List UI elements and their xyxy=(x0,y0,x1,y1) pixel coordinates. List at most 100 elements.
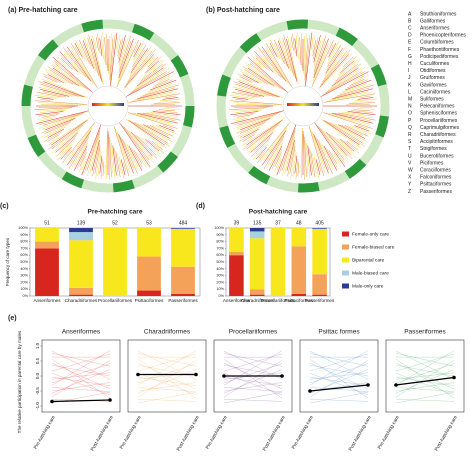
individual-line xyxy=(309,359,369,399)
tree-branch xyxy=(133,149,143,164)
plot-frame xyxy=(213,339,293,413)
tree-branch xyxy=(94,40,97,49)
tree-branch xyxy=(231,110,284,124)
individual-line xyxy=(223,350,283,386)
order-name: Sphenisciformes xyxy=(420,111,457,117)
individual-line xyxy=(395,360,455,398)
tree-branch xyxy=(284,136,295,174)
y-tick-label: 40% xyxy=(20,267,28,271)
tree-branch xyxy=(97,152,102,177)
order-name: Podicipediformes xyxy=(420,54,459,60)
tree-branch xyxy=(118,40,132,75)
tree-branch xyxy=(126,143,139,168)
bar-segment xyxy=(171,228,195,230)
legend-label: Female-biased care xyxy=(352,244,395,250)
tree-branch xyxy=(152,111,181,116)
tree-branch xyxy=(232,97,249,100)
mean-line xyxy=(309,384,369,392)
tree-branch xyxy=(132,44,147,68)
mean-point xyxy=(308,389,312,393)
x-tick-label: Pre-hatching care xyxy=(205,414,229,450)
y-tick-label: 50% xyxy=(216,260,224,264)
tree-branch xyxy=(242,74,259,83)
tree-branch xyxy=(344,79,372,91)
tree-branch xyxy=(232,108,265,112)
tree-branch xyxy=(286,139,295,172)
tree-branch xyxy=(310,151,316,178)
individual-line xyxy=(137,369,197,394)
tree-branch xyxy=(158,109,175,112)
tree-branch xyxy=(254,51,274,73)
tree-branch xyxy=(40,124,69,138)
bar-segment xyxy=(171,229,195,267)
tree-branch xyxy=(324,46,347,77)
tree-branch xyxy=(53,60,91,92)
tree-branch xyxy=(229,95,252,99)
y-tick-label: 0.0 xyxy=(35,372,40,379)
tree-branch xyxy=(88,34,101,80)
tree-branch xyxy=(234,89,265,97)
tree-branch xyxy=(311,34,316,53)
individual-line xyxy=(137,376,197,386)
panel-label: (d) xyxy=(196,203,205,210)
tree-branch xyxy=(240,71,263,84)
tree-branch xyxy=(313,37,319,60)
tree-branch xyxy=(281,130,296,171)
order-name: Cuculiformes xyxy=(420,61,450,67)
bar-segment xyxy=(291,293,307,296)
bar-segment xyxy=(229,228,244,252)
count-label: 39 xyxy=(234,220,240,226)
individual-line xyxy=(309,363,369,384)
tree-branch xyxy=(155,110,178,114)
tree-branch xyxy=(261,130,287,166)
tree-branch xyxy=(87,37,100,77)
tree-branch xyxy=(125,118,167,149)
y-tick-label: 70% xyxy=(216,246,224,250)
individual-line xyxy=(309,365,369,377)
tree-branch xyxy=(111,142,116,179)
bar-segment xyxy=(249,231,265,239)
tree-branch xyxy=(106,34,108,69)
count-label: 135 xyxy=(253,220,262,226)
tree-branch xyxy=(301,34,303,69)
tree-branch xyxy=(313,35,321,63)
tree-branch xyxy=(313,35,327,72)
y-tick-label: 20% xyxy=(20,280,28,284)
tree-branch xyxy=(263,136,285,169)
tree-branch xyxy=(337,137,356,155)
tree-branch xyxy=(232,91,258,98)
y-tick-label: 70% xyxy=(20,246,28,250)
tree-label: (b) Post-hatching care xyxy=(206,7,280,14)
tree-branch xyxy=(261,46,287,82)
order-name: Passeriformes xyxy=(420,189,452,195)
individual-line xyxy=(223,382,283,392)
tree-branch xyxy=(332,88,373,100)
tree-branch xyxy=(67,50,89,80)
tree-branch xyxy=(340,60,355,74)
tree-branch xyxy=(152,79,173,89)
tree-branch xyxy=(134,91,174,101)
individual-line xyxy=(395,382,455,392)
tree-branch xyxy=(145,138,160,152)
y-tick-label: 80% xyxy=(216,240,224,244)
tree-branch xyxy=(271,148,282,169)
tree-branch xyxy=(317,53,353,91)
tree-branch xyxy=(122,53,158,91)
order-letter: C xyxy=(408,26,412,32)
mean-point xyxy=(452,375,456,380)
bar-segment xyxy=(312,228,327,229)
individual-line xyxy=(137,359,197,399)
tree-branch xyxy=(325,112,371,127)
tree-branch xyxy=(239,68,266,84)
tree-branch xyxy=(233,81,277,97)
individual-line xyxy=(137,399,197,402)
tree-branch xyxy=(328,41,340,61)
tree-branch xyxy=(44,126,66,138)
tree-branch xyxy=(249,127,277,149)
tree-branch xyxy=(323,51,345,80)
individual-line xyxy=(309,372,369,380)
tree-branch xyxy=(292,152,297,177)
tree-branch xyxy=(304,33,307,78)
tree-branch xyxy=(328,133,353,159)
tree-branch xyxy=(242,66,272,86)
